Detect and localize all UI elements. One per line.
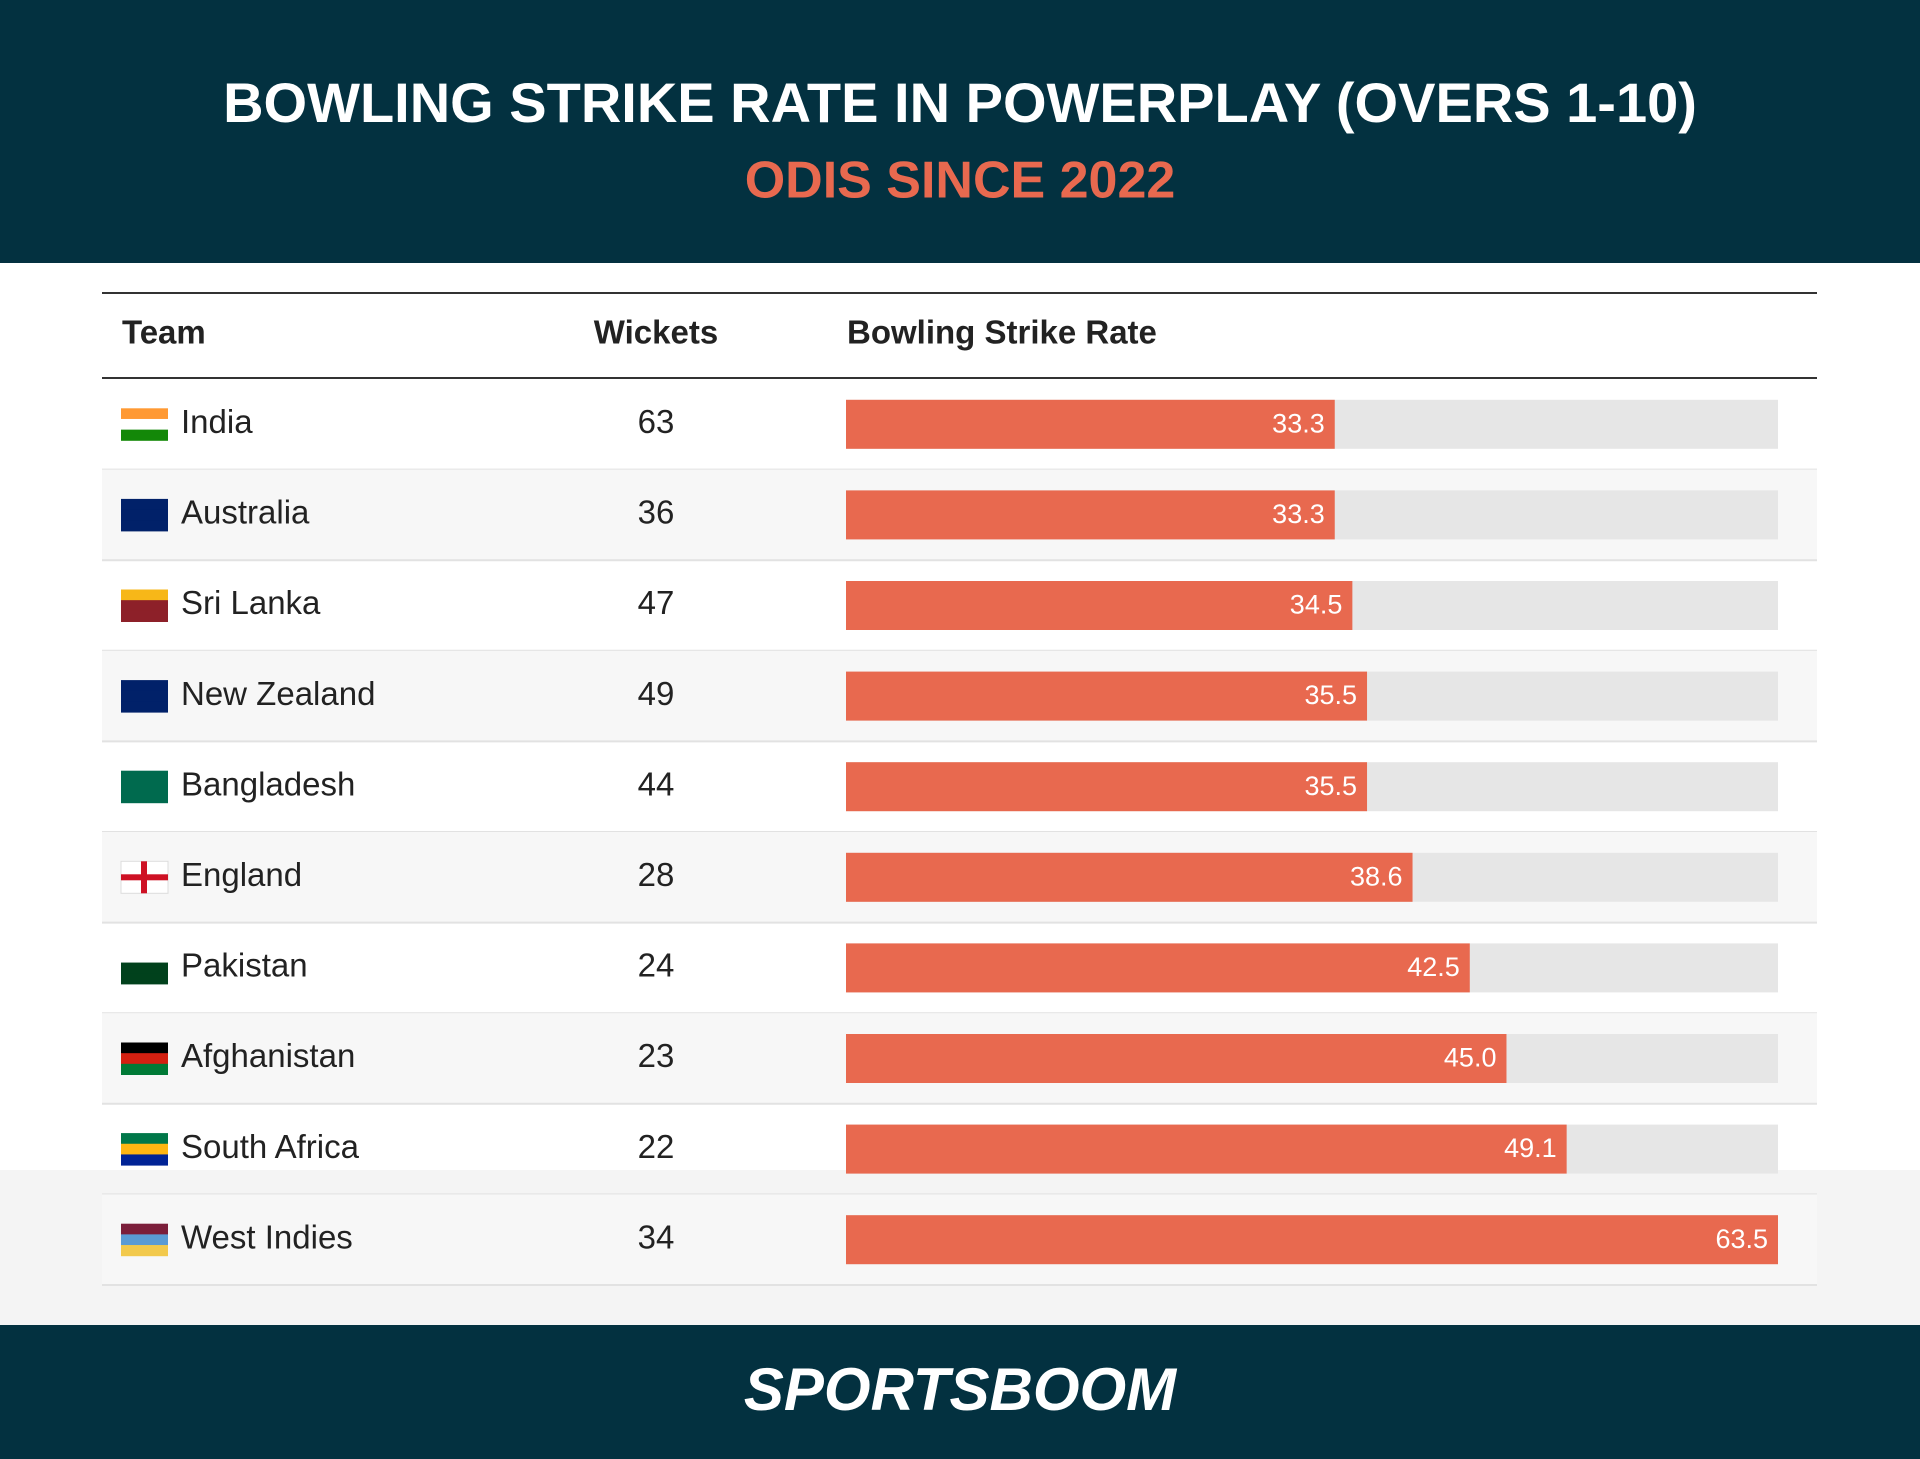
bar	[846, 490, 1335, 540]
team-name: Afghanistan	[181, 1037, 355, 1074]
bar-value-label: 35.5	[1304, 771, 1357, 801]
bar-value-label: 38.6	[1350, 861, 1403, 891]
flag	[121, 1143, 168, 1155]
bar-value-label: 45.0	[1444, 1043, 1497, 1073]
column-header: Bowling Strike Rate	[847, 314, 1157, 351]
flag	[121, 690, 168, 702]
table: India 63 33.3 Australia 36 33.3 Sri Lanka 47 34.…	[102, 399, 1817, 1286]
flag	[141, 861, 147, 894]
flag	[121, 1042, 168, 1054]
flag	[121, 1245, 168, 1257]
subtitle: ODIS SINCE 2022	[745, 152, 1176, 210]
team-name: India	[181, 403, 253, 440]
flag	[121, 610, 168, 622]
wickets: 49	[638, 675, 675, 712]
bar-value-label: 63.5	[1715, 1224, 1768, 1254]
flag	[121, 770, 168, 782]
flag	[121, 1234, 168, 1246]
flag	[121, 589, 168, 601]
flag	[121, 1063, 168, 1075]
flag	[121, 1053, 168, 1065]
bar-value-label: 42.5	[1407, 952, 1460, 982]
bar-value-label: 34.5	[1290, 590, 1343, 620]
flag	[121, 509, 168, 521]
wickets: 24	[638, 947, 675, 984]
flag	[121, 701, 168, 713]
flag	[121, 792, 168, 804]
flag	[121, 962, 168, 974]
bar-value-label: 33.3	[1272, 408, 1325, 438]
flag	[121, 1133, 168, 1145]
team-name: Bangladesh	[181, 765, 355, 802]
team-name: West Indies	[181, 1218, 353, 1255]
bar-value-label: 35.5	[1304, 680, 1357, 710]
flag	[121, 1154, 168, 1166]
team-name: Sri Lanka	[181, 584, 321, 621]
column-header: Wickets	[594, 314, 718, 351]
flag	[121, 680, 168, 692]
flag	[121, 600, 168, 612]
header-band	[0, 0, 1920, 263]
column-header: Team	[122, 314, 206, 351]
team-name: South Africa	[181, 1128, 360, 1165]
team-name: New Zealand	[181, 675, 375, 712]
wickets: 36	[638, 494, 675, 531]
wickets: 34	[638, 1218, 675, 1255]
flag	[121, 408, 168, 420]
bar	[846, 399, 1335, 449]
bar	[846, 671, 1368, 721]
flag	[121, 520, 168, 532]
flag	[121, 429, 168, 441]
bar-value-label: 49.1	[1504, 1133, 1557, 1163]
wickets: 23	[638, 1037, 675, 1074]
flag	[121, 951, 168, 964]
flag	[121, 973, 168, 985]
wickets: 22	[638, 1128, 675, 1165]
bar	[846, 1215, 1778, 1265]
flag	[121, 498, 168, 511]
flag	[121, 418, 168, 431]
wickets: 47	[638, 584, 675, 621]
flag	[121, 781, 168, 793]
wickets: 63	[638, 403, 675, 440]
wickets: 28	[638, 856, 675, 893]
title: BOWLING STRIKE RATE IN POWERPLAY (OVERS …	[223, 71, 1697, 134]
team-name: Pakistan	[181, 947, 308, 984]
bar	[846, 943, 1470, 993]
bar	[846, 852, 1413, 902]
footer-band	[0, 1325, 1920, 1459]
bar-value-label: 33.3	[1272, 499, 1325, 529]
bar	[846, 1034, 1507, 1083]
team-name: Australia	[181, 494, 310, 531]
bar	[846, 581, 1353, 630]
wickets: 44	[638, 765, 675, 802]
bar	[846, 762, 1368, 812]
bar	[846, 1124, 1567, 1174]
brand-logo: SPORTSBOOM	[744, 1356, 1178, 1423]
team-name: England	[181, 856, 302, 893]
flag	[121, 1223, 168, 1235]
